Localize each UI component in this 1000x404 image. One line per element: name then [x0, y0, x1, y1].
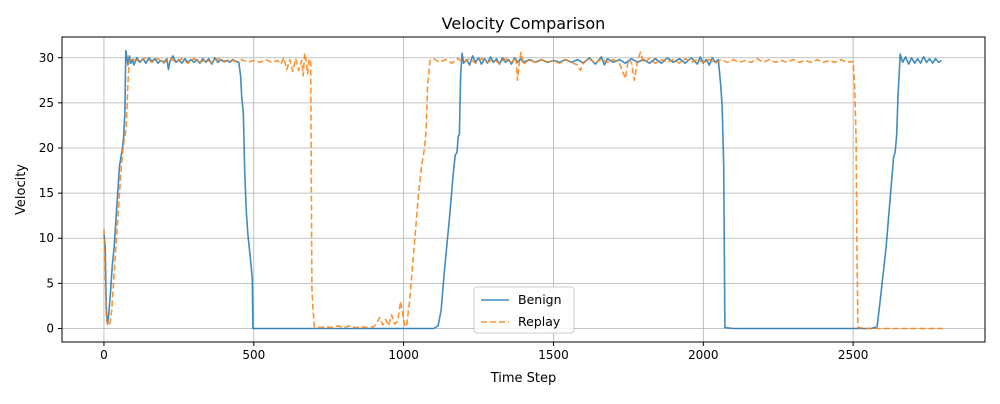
- x-tick-label: 1000: [388, 348, 419, 362]
- y-tick-label: 20: [39, 141, 54, 155]
- series-lines: [103, 49, 943, 330]
- legend-label-replay: Replay: [518, 314, 561, 329]
- x-tick-label: 1500: [538, 348, 569, 362]
- y-tick-label: 10: [39, 231, 54, 245]
- y-axis-label: Velocity: [14, 164, 29, 215]
- series-line-replay: [103, 51, 943, 330]
- plot-frame: [61, 36, 986, 343]
- x-tick-label: 0: [100, 348, 108, 362]
- x-axis-label: Time Step: [490, 371, 557, 386]
- y-tick-label: 5: [46, 276, 54, 290]
- x-tick-label: 2500: [838, 348, 869, 362]
- series-line-benign: [103, 49, 942, 330]
- y-tick-label: 30: [39, 51, 54, 65]
- x-tick-label: 2000: [688, 348, 719, 362]
- axis-ticks: 0 500 1000 1500 2000 2500 0 5 10 15 20 25 30: [39, 51, 869, 362]
- y-tick-label: 25: [39, 96, 54, 110]
- legend-label-benign: Benign: [518, 292, 562, 307]
- y-tick-label: 15: [39, 186, 54, 200]
- x-tick-label: 500: [242, 348, 265, 362]
- legend: Benign Replay: [473, 286, 575, 334]
- y-tick-label: 0: [46, 321, 54, 335]
- chart-title: Velocity Comparison: [442, 14, 606, 33]
